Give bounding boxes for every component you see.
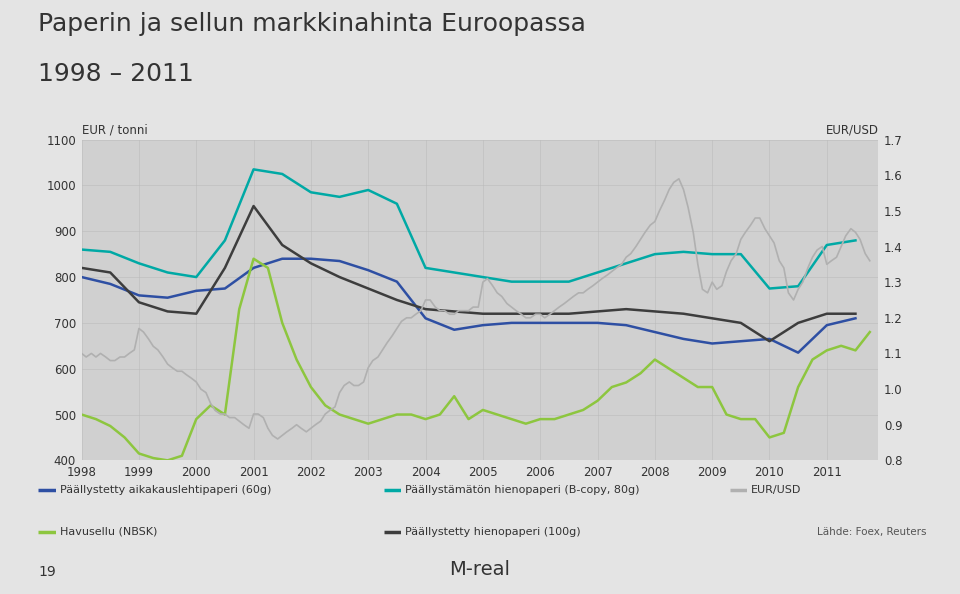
Text: EUR / tonni: EUR / tonni <box>82 124 147 137</box>
Text: 1998 – 2011: 1998 – 2011 <box>38 62 194 86</box>
Text: Päällystetty hienopaperi (100g): Päällystetty hienopaperi (100g) <box>405 527 581 536</box>
Text: EUR/USD: EUR/USD <box>751 485 801 495</box>
Text: Paperin ja sellun markkinahinta Euroopassa: Paperin ja sellun markkinahinta Euroopas… <box>38 12 587 36</box>
Text: Lähde: Foex, Reuters: Lähde: Foex, Reuters <box>817 527 926 536</box>
Text: EUR/USD: EUR/USD <box>826 124 878 137</box>
Text: Havusellu (NBSK): Havusellu (NBSK) <box>60 527 156 536</box>
Text: M-real: M-real <box>449 560 511 579</box>
Text: Päällystämätön hienopaperi (B-copy, 80g): Päällystämätön hienopaperi (B-copy, 80g) <box>405 485 639 495</box>
Text: Päällystetty aikakauslehtipaperi (60g): Päällystetty aikakauslehtipaperi (60g) <box>60 485 271 495</box>
Text: 19: 19 <box>38 565 56 579</box>
